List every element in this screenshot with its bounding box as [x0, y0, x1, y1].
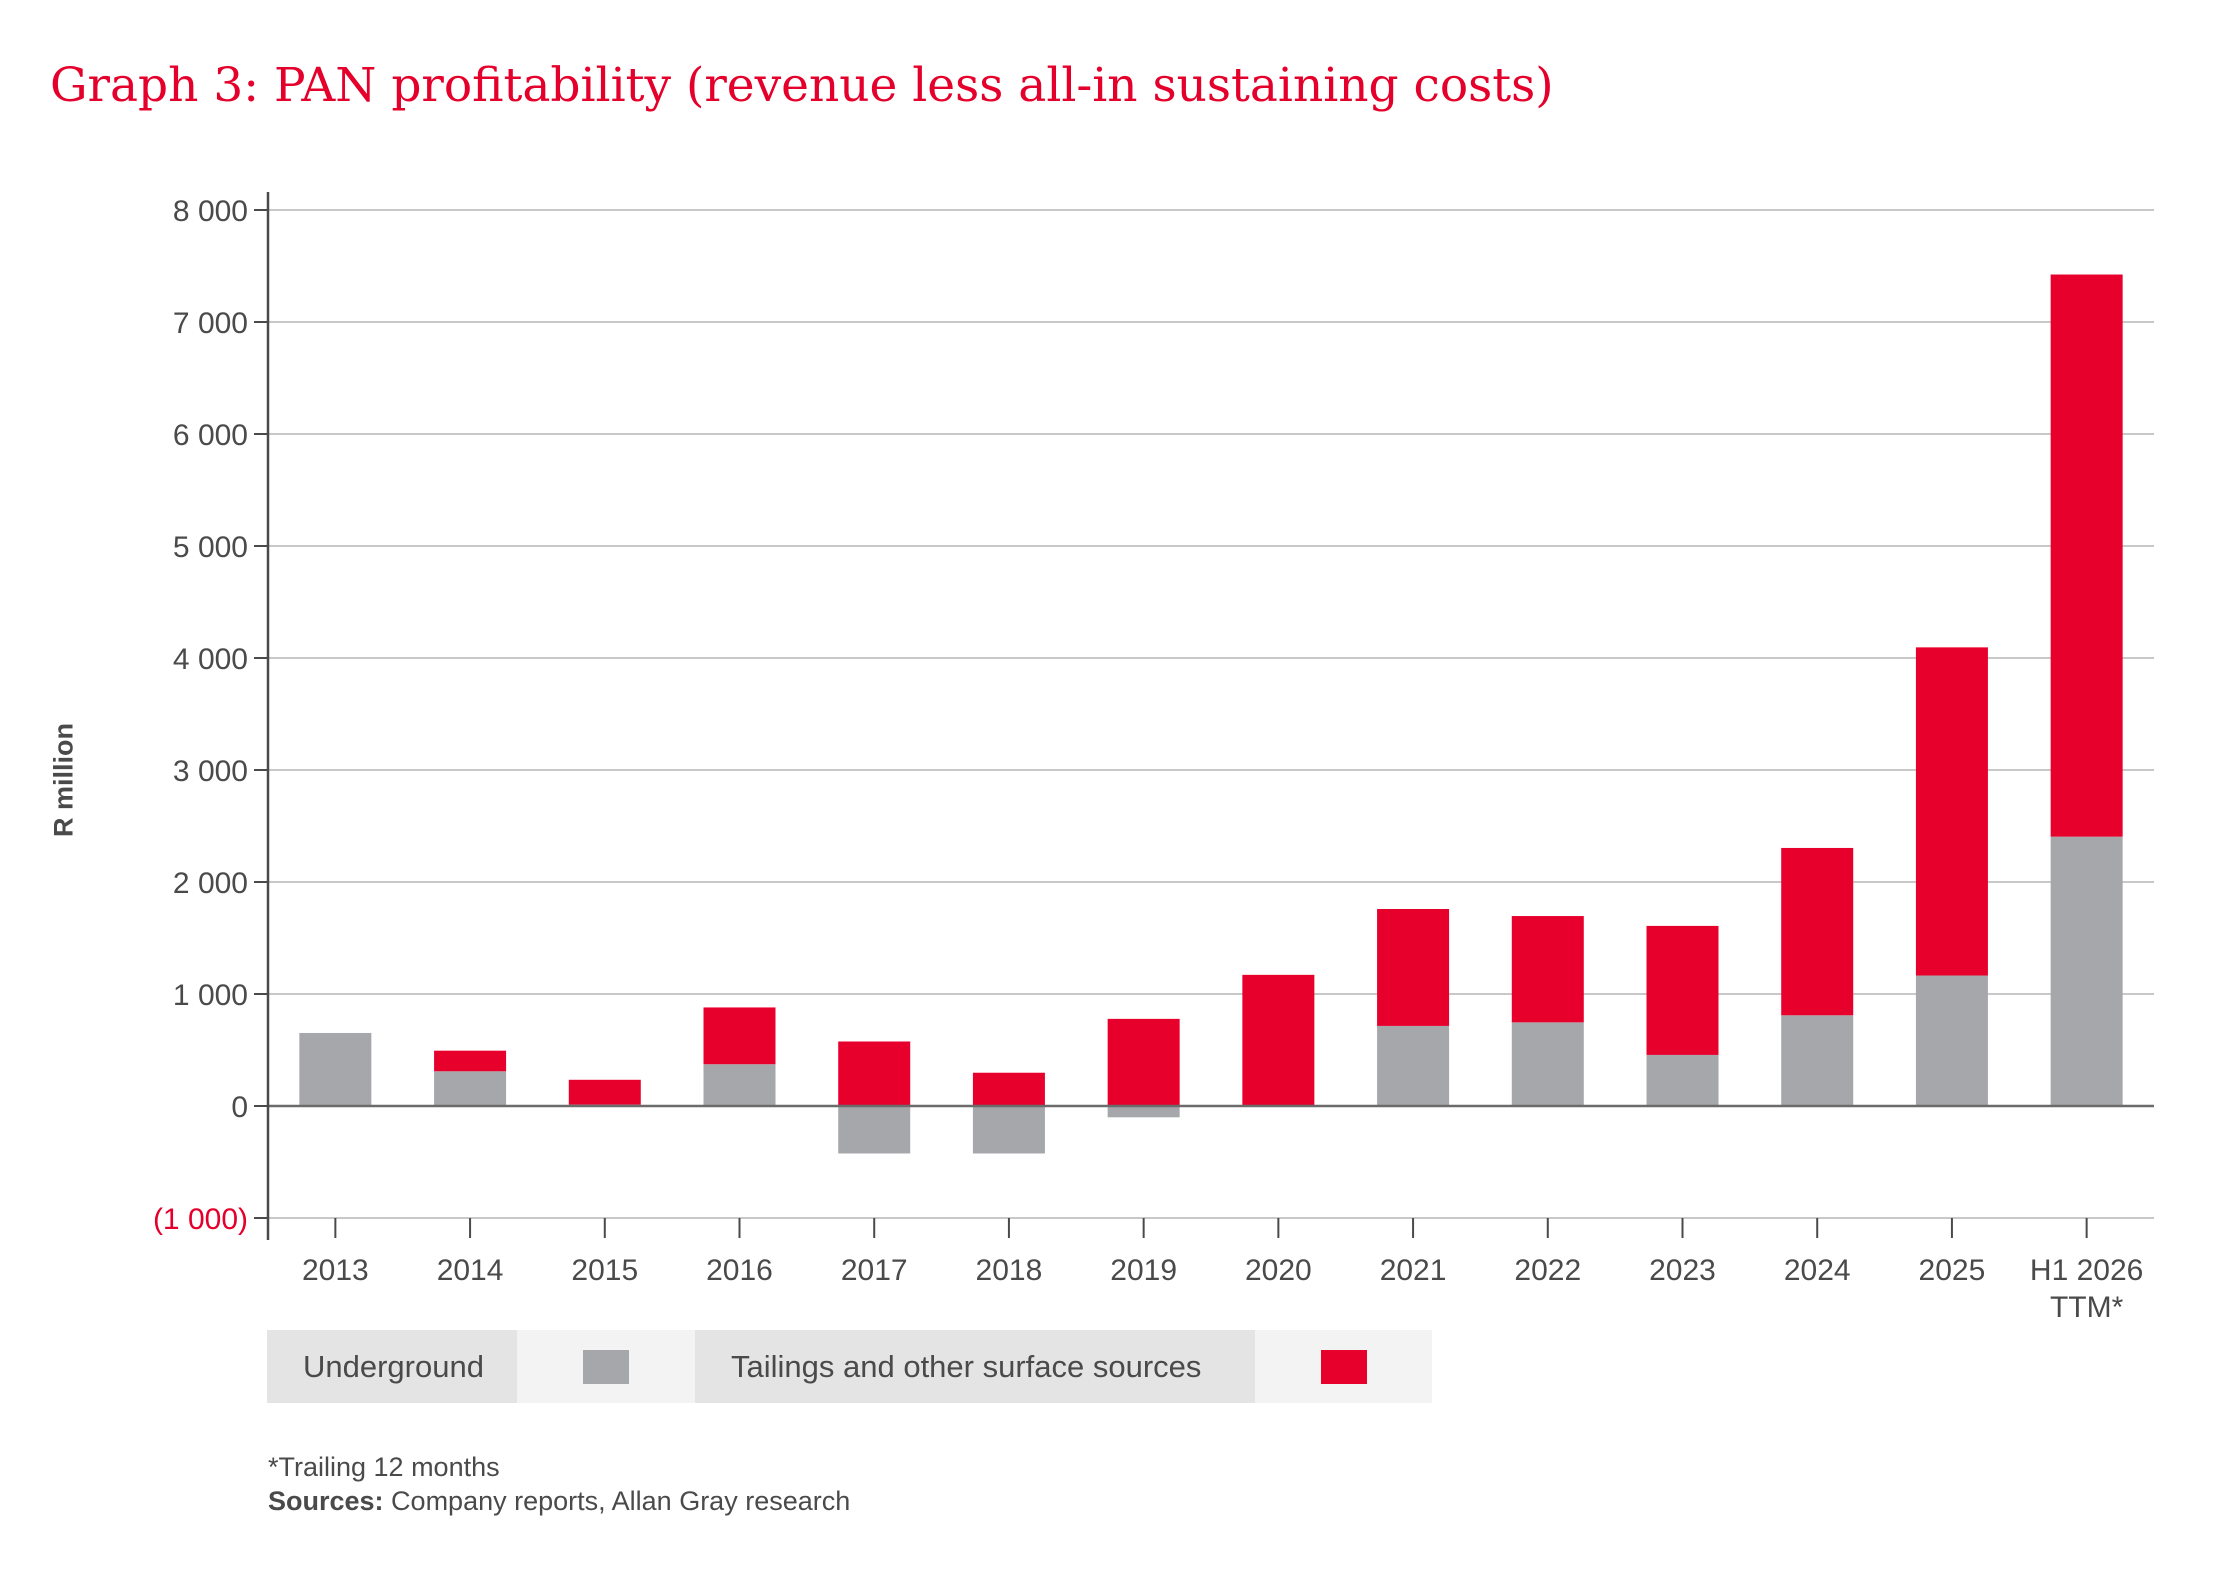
bar-tailings: [1915, 647, 1988, 976]
y-tick-label: 3 000: [173, 755, 248, 788]
bar-underground: [2050, 836, 2123, 1106]
x-tick-label: TTM*: [2050, 1291, 2124, 1324]
x-tick-label: 2013: [302, 1254, 369, 1287]
x-tick-label: 2024: [1784, 1254, 1851, 1287]
legend-text-tailings: Tailings and other surface sources: [731, 1348, 1202, 1384]
y-tick-label: 8 000: [173, 195, 248, 228]
bar-tailings: [838, 1041, 911, 1106]
bar-underground: [434, 1071, 507, 1106]
bar-tailings: [1242, 974, 1315, 1106]
bar-underground: [1107, 1106, 1180, 1118]
x-tick-label: 2018: [976, 1254, 1043, 1287]
bar-underground: [1511, 1022, 1584, 1106]
y-tick-label: 1 000: [173, 979, 248, 1012]
chart-title: Graph 3: PAN profitability (revenue less…: [50, 58, 1554, 113]
bar-tailings: [972, 1072, 1045, 1106]
x-tick-label: 2020: [1245, 1254, 1312, 1287]
x-tick-label: H1 2026: [2030, 1254, 2143, 1287]
bar-tailings: [1646, 925, 1719, 1055]
bar-tailings: [703, 1007, 776, 1065]
bar-underground: [1781, 1015, 1854, 1106]
legend-swatch-cell-tailings: [1255, 1330, 1432, 1403]
y-tick-label: 5 000: [173, 531, 248, 564]
bar-underground: [972, 1106, 1045, 1154]
bar-underground: [1377, 1025, 1450, 1106]
bar-underground: [703, 1064, 776, 1106]
x-tick-label: 2019: [1110, 1254, 1177, 1287]
bar-underground: [1915, 975, 1988, 1106]
sources-text: Company reports, Allan Gray research: [383, 1486, 851, 1516]
bar-tailings: [1511, 916, 1584, 1023]
legend-label-tailings: Tailings and other surface sources: [695, 1330, 1255, 1403]
bar-underground: [1646, 1054, 1719, 1106]
y-tick-label: 0: [231, 1091, 248, 1124]
footnote: *Trailing 12 months: [268, 1452, 500, 1482]
x-tick-label: 2023: [1649, 1254, 1716, 1287]
bar-underground: [838, 1106, 911, 1154]
sources-label: Sources:: [268, 1486, 384, 1516]
legend-swatch-underground: [583, 1349, 629, 1384]
bar-tailings: [1377, 908, 1450, 1026]
x-tick-label: 2015: [571, 1254, 638, 1287]
legend-text-underground: Underground: [303, 1348, 484, 1384]
bar-tailings: [568, 1079, 641, 1105]
legend-swatch-tailings: [1320, 1349, 1367, 1384]
bar-tailings: [1781, 847, 1854, 1016]
x-tick-label: 2021: [1380, 1254, 1447, 1287]
y-tick-label: (1 000): [153, 1203, 248, 1236]
x-tick-label: 2017: [841, 1254, 908, 1287]
bar-tailings: [1107, 1018, 1180, 1106]
x-tick-label: 2025: [1919, 1254, 1986, 1287]
x-tick-label: 2016: [706, 1254, 773, 1287]
x-tick-label: 2014: [437, 1254, 504, 1287]
legend-swatch-cell-underground: [517, 1330, 695, 1403]
y-tick-label: 4 000: [173, 643, 248, 676]
bar-underground: [299, 1032, 372, 1106]
y-tick-label: 6 000: [173, 419, 248, 452]
y-tick-label: 7 000: [173, 307, 248, 340]
x-tick-label: 2022: [1514, 1254, 1581, 1287]
bar-tailings: [2050, 274, 2123, 837]
y-tick-label: 2 000: [173, 867, 248, 900]
sources: Sources: Company reports, Allan Gray res…: [268, 1486, 850, 1517]
bar-tailings: [434, 1050, 507, 1072]
legend-label-underground: Underground: [267, 1330, 517, 1403]
